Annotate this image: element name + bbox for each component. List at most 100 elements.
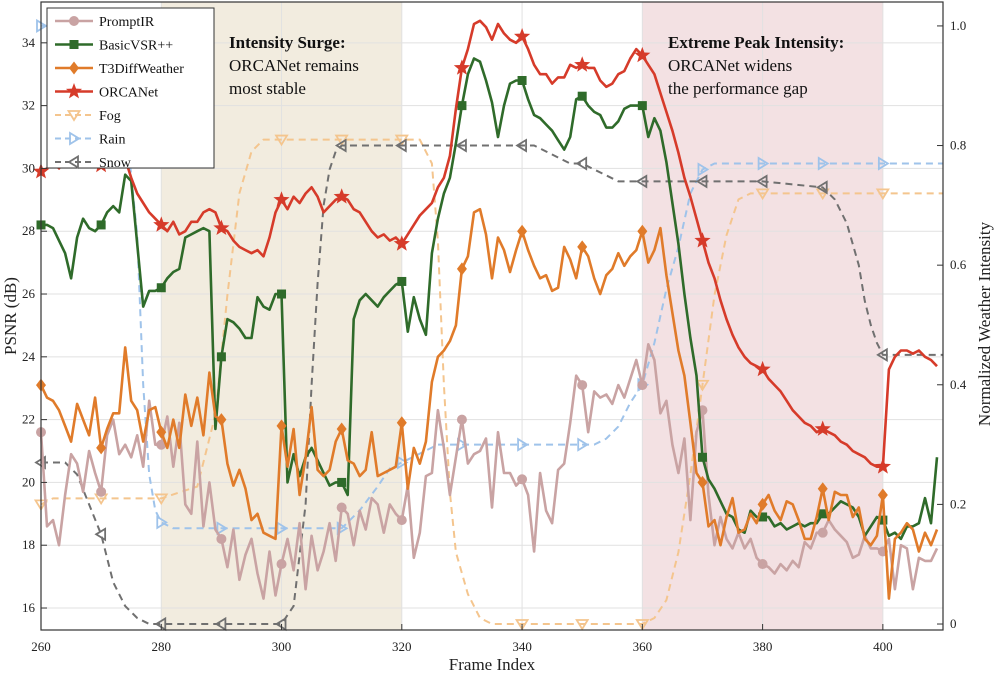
legend-item: BasicVSR++ [55, 39, 173, 54]
y-tick-label-right: 0 [950, 616, 957, 631]
y-tick-label-left: 18 [22, 537, 35, 552]
y-tick-label-left: 20 [22, 474, 35, 489]
x-tick-label: 300 [272, 639, 292, 654]
data-point [878, 515, 888, 525]
data-point [456, 414, 467, 425]
legend-item: Fog [55, 109, 121, 124]
data-point [755, 174, 768, 189]
data-point [96, 441, 107, 455]
y-axis-title-left: PSNR (dB) [1, 277, 20, 355]
legend-label: Snow [99, 156, 132, 171]
x-axis-title: Frame Index [449, 655, 536, 674]
data-point [455, 138, 467, 153]
data-point [697, 162, 710, 177]
data-point [694, 232, 711, 248]
data-point [575, 619, 590, 631]
y-tick-label-left: 24 [22, 349, 36, 364]
data-point [757, 156, 770, 171]
data-point [757, 497, 768, 511]
x-tick-label: 380 [753, 639, 773, 654]
series-lines [32, 18, 943, 632]
data-point [816, 180, 828, 195]
data-point [336, 521, 349, 536]
data-point [396, 455, 409, 470]
y-tick-label-left: 26 [22, 286, 36, 301]
legend-label: ORCANet [99, 86, 158, 101]
data-point [758, 512, 768, 522]
data-point [69, 40, 79, 49]
data-point [336, 502, 347, 513]
data-point [69, 16, 79, 26]
axis-ticks: 260 280 300 320 340 360 380 4001618202224262830… [22, 18, 967, 654]
data-point [634, 46, 651, 63]
data-point [877, 156, 890, 171]
data-point [334, 138, 347, 153]
data-point [69, 131, 81, 146]
series-t3diffweather [36, 207, 939, 600]
data-point [577, 240, 588, 254]
data-point [94, 527, 107, 542]
data-point [695, 379, 710, 392]
y-tick-label-right: 0.8 [950, 138, 966, 153]
annotations: Intensity Surge: ORCANet remains most stab… [229, 33, 844, 98]
annotation-line: ORCANet remains [229, 56, 359, 75]
data-point [817, 527, 828, 538]
data-point [637, 224, 648, 238]
data-point [877, 488, 888, 502]
data-point [517, 224, 528, 238]
data-point [214, 616, 227, 632]
data-point [154, 493, 169, 506]
data-point [754, 360, 771, 377]
y-tick-label-left: 22 [22, 412, 35, 427]
data-point [577, 437, 589, 452]
data-point [395, 138, 407, 153]
data-point [575, 156, 588, 171]
y-tick-label-right: 0.6 [950, 257, 967, 272]
data-point [273, 191, 290, 207]
series-line [40, 19, 938, 468]
data-point [697, 452, 707, 462]
legend-label: Rain [99, 133, 125, 148]
data-point [333, 188, 350, 204]
data-point [817, 482, 828, 496]
data-point [817, 156, 830, 171]
data-point [637, 380, 648, 391]
data-point [153, 216, 170, 232]
x-tick-label: 340 [512, 639, 532, 654]
legend-item: T3DiffWeather [55, 61, 184, 77]
annotation-title: Intensity Surge: [229, 33, 346, 52]
data-point [757, 559, 768, 570]
data-point [216, 533, 227, 544]
legend-label: BasicVSR++ [99, 39, 173, 54]
legend-label: PromptIR [99, 15, 155, 30]
y-tick-label-right: 0.4 [950, 377, 967, 392]
data-point [876, 347, 888, 362]
series-line [41, 57, 939, 541]
x-tick-label: 260 [31, 639, 51, 654]
data-point [213, 219, 230, 235]
data-point [216, 352, 226, 362]
x-tick-label: 400 [873, 639, 893, 654]
data-point [637, 101, 647, 111]
data-point [65, 83, 83, 99]
y-tick-label-right: 1.0 [950, 18, 966, 33]
data-point [635, 619, 650, 631]
data-point [574, 56, 591, 72]
series-line [40, 138, 943, 625]
data-point [874, 458, 891, 474]
data-point [69, 61, 79, 75]
data-point [336, 422, 347, 436]
legend: PromptIR BasicVSR++ T3DiffWeather ORCANet Fo… [46, 7, 215, 171]
data-point [156, 515, 168, 530]
data-point [156, 283, 166, 293]
x-tick-label: 280 [152, 639, 172, 654]
data-point [514, 28, 531, 44]
y-tick-label-right: 0.2 [950, 496, 966, 511]
data-point [453, 59, 470, 75]
annotation-line: most stable [229, 79, 306, 98]
annotation-title: Extreme Peak Intensity: [668, 33, 844, 52]
data-point [337, 477, 347, 487]
data-point [67, 154, 79, 170]
data-point [156, 425, 167, 439]
